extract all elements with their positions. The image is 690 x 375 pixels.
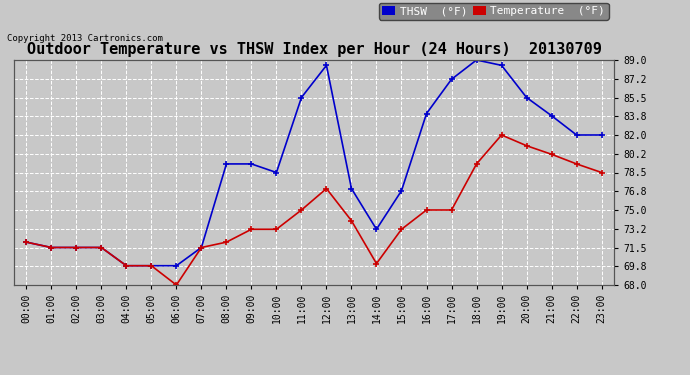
Title: Outdoor Temperature vs THSW Index per Hour (24 Hours)  20130709: Outdoor Temperature vs THSW Index per Ho… xyxy=(26,42,602,57)
Text: Copyright 2013 Cartronics.com: Copyright 2013 Cartronics.com xyxy=(7,34,163,43)
Legend: THSW  (°F), Temperature  (°F): THSW (°F), Temperature (°F) xyxy=(379,3,609,20)
